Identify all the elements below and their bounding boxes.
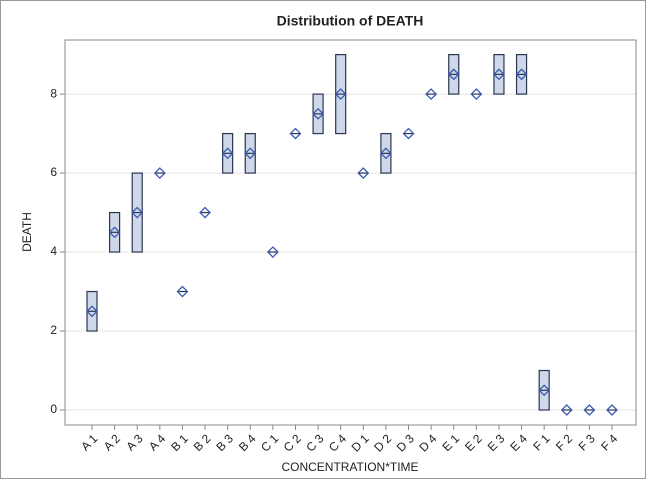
mean-marker [357,167,370,179]
mean-marker [131,206,144,219]
mean-marker [221,147,234,160]
mean-marker [379,147,392,160]
mean-marker [244,147,257,160]
mean-marker [470,88,483,101]
y-tick-label: 2 [50,323,57,337]
y-axis-label: DEATH [20,212,34,252]
x-axis-label: CONCENTRATION*TIME [281,460,418,474]
mean-marker [493,68,505,81]
mean-marker [266,246,279,258]
mean-marker [447,68,460,81]
plot-frame [64,39,637,426]
mean-marker [515,68,528,81]
mean-marker [334,88,347,101]
mean-marker [312,107,325,120]
mean-marker [289,127,302,140]
mean-marker [606,404,618,416]
mean-marker [560,404,573,416]
y-tick-label: 8 [50,86,57,100]
mean-marker [153,167,166,179]
y-tick-label: 0 [50,402,57,416]
mean-marker [425,88,438,101]
mean-marker [176,285,189,298]
mean-marker [538,384,551,397]
mean-marker [86,305,98,318]
mean-marker [583,404,596,416]
chart-title: Distribution of DEATH [277,13,424,29]
marks [86,54,618,416]
mean-marker [199,206,211,219]
mean-marker [402,127,415,140]
mean-marker [108,226,121,239]
y-tick-label: 6 [50,165,57,179]
y-tick-label: 4 [50,244,57,258]
